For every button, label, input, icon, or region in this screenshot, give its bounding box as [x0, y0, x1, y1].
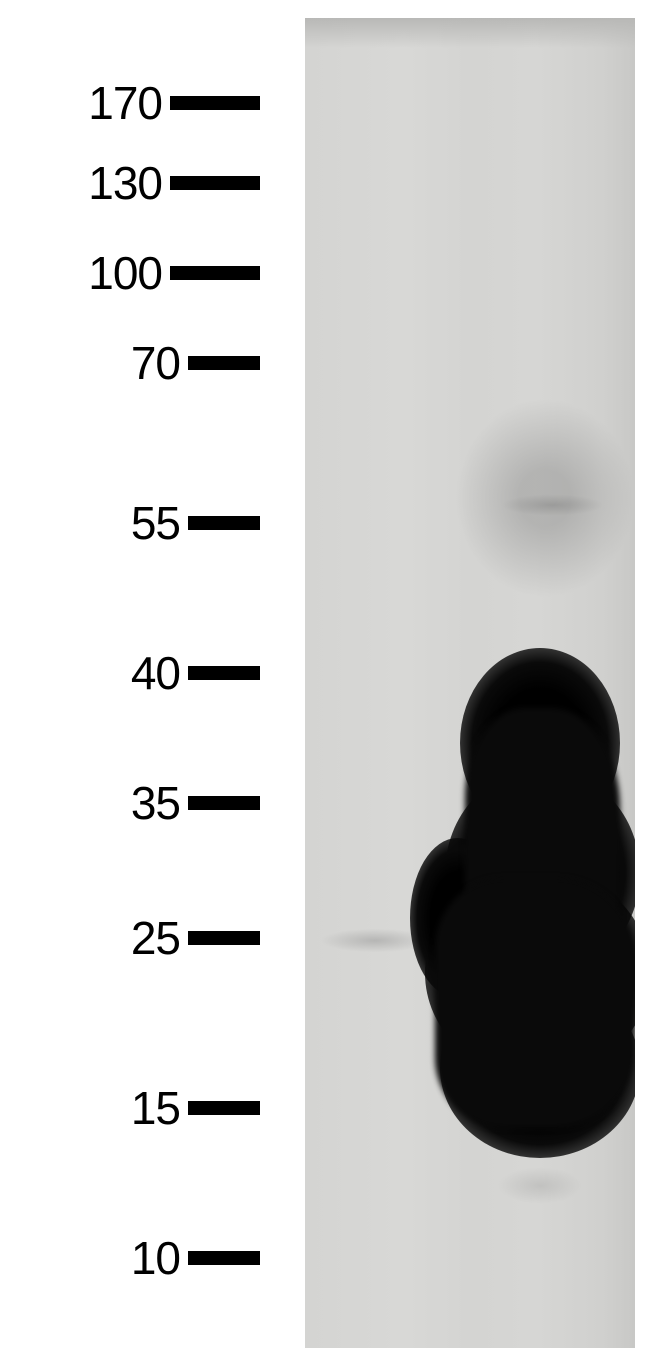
ladder-mark-40: 40	[0, 646, 260, 700]
ladder-label: 15	[131, 1081, 188, 1135]
ladder-mark-10: 10	[0, 1231, 260, 1285]
membrane-top-edge	[305, 18, 635, 48]
ladder-mark-130: 130	[0, 156, 260, 210]
ladder-tick	[188, 1251, 260, 1265]
ladder-mark-70: 70	[0, 336, 260, 390]
ladder-tick	[170, 176, 260, 190]
ladder-label: 130	[88, 156, 170, 210]
ladder-tick	[188, 666, 260, 680]
ladder-mark-15: 15	[0, 1081, 260, 1135]
ladder-label: 55	[131, 496, 188, 550]
ladder-tick	[188, 356, 260, 370]
ladder-label: 170	[88, 76, 170, 130]
ladder-tick	[170, 96, 260, 110]
ladder-label: 70	[131, 336, 188, 390]
ladder-label: 100	[88, 246, 170, 300]
ladder-tick	[188, 1101, 260, 1115]
ladder-tick	[188, 796, 260, 810]
ladder-mark-35: 35	[0, 776, 260, 830]
ladder-label: 10	[131, 1231, 188, 1285]
lane2-trailing-smudge	[480, 1153, 600, 1218]
ladder-mark-25: 25	[0, 911, 260, 965]
blot-membrane	[305, 18, 635, 1348]
ladder-mark-100: 100	[0, 246, 260, 300]
ladder-label: 35	[131, 776, 188, 830]
molecular-weight-ladder: 170 130 100 70 55 40 35 25	[0, 0, 300, 1371]
ladder-tick	[170, 266, 260, 280]
ladder-label: 25	[131, 911, 188, 965]
lane2-halo	[455, 398, 635, 598]
western-blot-figure: 170 130 100 70 55 40 35 25	[0, 0, 650, 1371]
lane2-signal-core	[435, 878, 635, 1128]
ladder-tick	[188, 931, 260, 945]
ladder-label: 40	[131, 646, 188, 700]
ladder-tick	[188, 516, 260, 530]
ladder-mark-55: 55	[0, 496, 260, 550]
ladder-mark-170: 170	[0, 76, 260, 130]
